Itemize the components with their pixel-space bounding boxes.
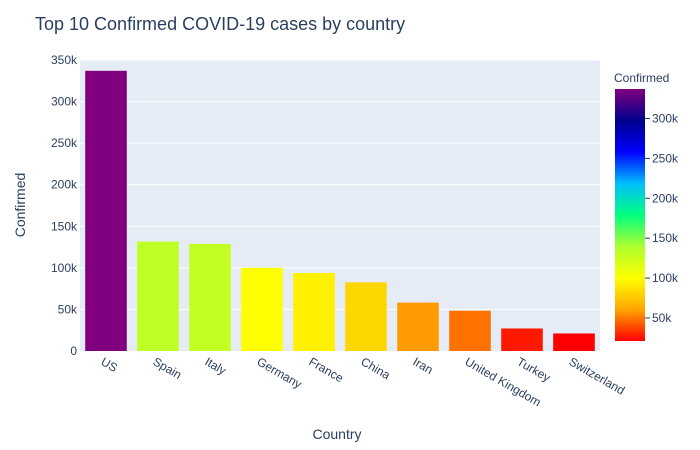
x-tick-label: Spain (151, 354, 185, 381)
y-tick-label: 50k (58, 302, 78, 316)
x-tick-label: Iran (411, 354, 436, 376)
bar-switzerland[interactable] (553, 333, 595, 351)
bar-germany[interactable] (241, 267, 283, 351)
bar-united-kingdom[interactable] (449, 310, 491, 351)
x-tick-label: Turkey (515, 354, 553, 384)
x-axis-title: Country (312, 426, 361, 442)
bar-china[interactable] (345, 282, 387, 351)
x-tick-label: China (359, 354, 393, 382)
bar-france[interactable] (293, 273, 335, 351)
colorbar-title: Confirmed (614, 71, 669, 85)
bar-spain[interactable] (137, 241, 179, 351)
x-tick-label: Italy (203, 354, 229, 377)
colorbar: Confirmed 50k 100k 150k 200k 250k 300k (614, 71, 679, 341)
colorbar-gradient (615, 89, 645, 341)
colorbar-tick-label: 300k (652, 112, 679, 126)
y-tick-label: 350k (51, 53, 78, 67)
bar-us[interactable] (85, 70, 127, 352)
bar-iran[interactable] (397, 302, 439, 351)
bar-turkey[interactable] (501, 328, 543, 351)
x-tick-label: US (99, 354, 120, 374)
bar-italy[interactable] (189, 243, 231, 351)
y-tick-label: 100k (51, 261, 78, 275)
colorbar-ticks: 50k 100k 150k 200k 250k 300k (645, 112, 679, 325)
x-axis-ticks: US Spain Italy Germany France China Iran United… (99, 354, 628, 409)
y-tick-label: 150k (51, 219, 78, 233)
colorbar-tick-label: 250k (652, 151, 679, 165)
y-axis-ticks: 0 50k 100k 150k 200k 250k 300k 350k (51, 53, 78, 358)
bars (85, 70, 595, 352)
y-tick-label: 0 (70, 344, 77, 358)
x-tick-label: Switzerland (567, 354, 628, 397)
y-tick-label: 250k (51, 136, 78, 150)
y-tick-label: 200k (51, 178, 78, 192)
x-tick-label: Germany (255, 354, 305, 391)
x-tick-label: France (307, 354, 347, 385)
chart-title: Top 10 Confirmed COVID-19 cases by count… (35, 14, 405, 34)
colorbar-tick-label: 150k (652, 231, 679, 245)
colorbar-tick-label: 100k (652, 271, 679, 285)
colorbar-tick-label: 50k (652, 311, 672, 325)
y-axis-title: Confirmed (12, 173, 28, 238)
y-tick-label: 300k (51, 95, 78, 109)
colorbar-tick-label: 200k (652, 191, 679, 205)
